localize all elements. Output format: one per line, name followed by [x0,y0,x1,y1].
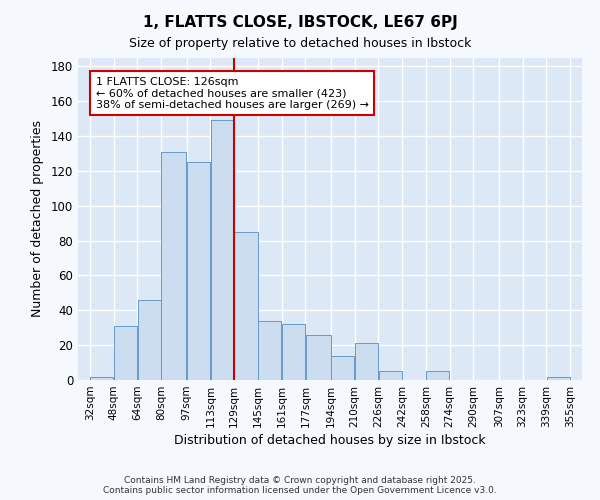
Text: 1, FLATTS CLOSE, IBSTOCK, LE67 6PJ: 1, FLATTS CLOSE, IBSTOCK, LE67 6PJ [143,15,457,30]
Bar [355,344,378,380]
Text: 1 FLATTS CLOSE: 126sqm
← 60% of detached houses are smaller (423)
38% of semi-de: 1 FLATTS CLOSE: 126sqm ← 60% of detached… [96,76,369,110]
Bar [90,376,113,380]
Bar [282,324,305,380]
Y-axis label: Number of detached properties: Number of detached properties [31,120,44,318]
Text: Contains HM Land Registry data © Crown copyright and database right 2025.
Contai: Contains HM Land Registry data © Crown c… [103,476,497,495]
Text: Size of property relative to detached houses in Ibstock: Size of property relative to detached ho… [129,38,471,51]
Bar [258,320,281,380]
X-axis label: Distribution of detached houses by size in Ibstock: Distribution of detached houses by size … [174,434,486,447]
Bar [426,372,449,380]
Bar [137,300,161,380]
Bar [379,372,402,380]
Bar [187,162,210,380]
Bar [114,326,137,380]
Bar [235,232,257,380]
Bar [331,356,355,380]
Bar [305,334,331,380]
Bar [547,376,570,380]
Bar [211,120,234,380]
Bar [161,152,187,380]
